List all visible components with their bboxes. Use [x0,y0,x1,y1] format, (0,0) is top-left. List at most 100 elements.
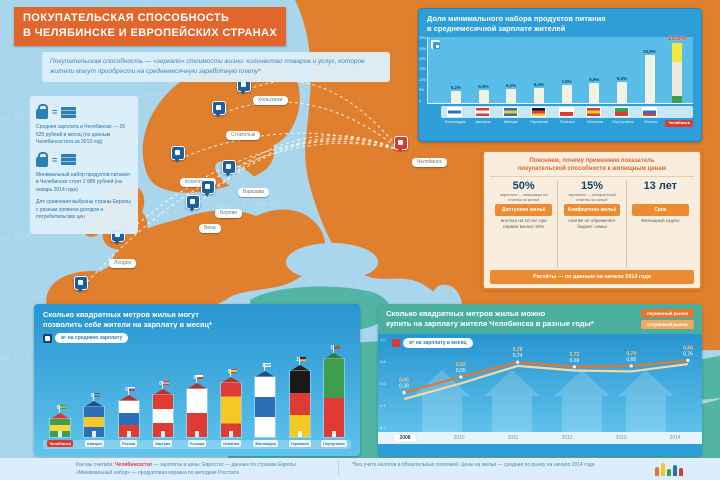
flag-pole-icon [332,345,334,354]
trend-chart-x-axis: 2008 2010 2011 2012 2013 2014 [378,432,702,445]
roof-icon [118,395,139,402]
data-point [686,359,690,363]
house-icon [118,387,139,438]
explainer-number: 15% [580,179,603,192]
country-flag [476,108,490,117]
y-tick-label: 15% [418,67,426,72]
country-name-text: Финляндия [252,440,278,448]
map-pin-city [171,146,185,163]
point-label-secondary: 0,76 [683,352,693,358]
trend-chart-plot: 1,0 0,8 0,6 0,4 0,2 м² на зарплату в месяц 0… [378,334,702,445]
country-name-label: Португалия [612,119,634,125]
door-icon [58,431,63,438]
country-flag [559,108,573,117]
country-name-text: Россия [119,440,138,448]
trend-chart-legend: первичный рынок вторичный рынок [640,309,694,329]
trend-chart-unit-chip: м² на зарплату в месяц [392,338,473,349]
food-chart-flags [441,106,693,119]
explainer-column: 15% зарплаты — комфортный платёж за жильё… [557,179,625,268]
pin-icon [78,280,83,285]
food-bar-slot: 7,9% [553,79,581,104]
methodology-note: Для сравнения выбраны страны Европы с ра… [36,199,131,220]
explainer-badge: Доступное жильё [495,203,552,216]
pin-icon [226,164,231,169]
sources-suffix: — зарплаты и цены; Евростат — данные по … [152,462,296,468]
explainer-footer-bar: Расчёты — по данным на начало 2014 года [490,269,694,284]
map-pin-label: Хельсинки [253,96,288,105]
flag-cell [552,108,580,117]
basket-fact: Минимальный набор продуктов питания в Че… [36,171,130,193]
house-arrow-decoration [414,370,470,445]
flag-pole-icon [298,357,300,366]
bar-value-label: 20,9% [643,49,656,55]
country-name-text: Челябинск [47,440,73,448]
house-body [289,371,310,438]
country-flag [531,108,545,117]
bar [644,55,655,104]
housing-chart-houses: 0,30,50,60,70,80,91,01,11,3 [43,345,351,438]
trend-chart-title: Сколько квадратных метров жилья можно ку… [386,309,594,329]
housing-chart-country-labels: Челябинск Швеция Россия Австрия Польша Испани… [43,440,351,449]
publisher-logo [655,461,683,476]
data-point [629,364,633,368]
salary-fact: Средняя зарплата в Челябинске — 26 620 р… [36,124,125,145]
food-chart-bars: 5,2% 5,9% 6,1% 6,4% 7,9% 8,9% 9,3% 20,9% 25,9% [442,35,691,104]
house-slot: 0,9 [214,369,248,438]
bar [533,88,544,104]
x-tick-label: 2010 [432,435,486,441]
house-body [152,395,173,438]
house-body [50,419,71,438]
flag-pole-icon [93,393,95,402]
year-text: 2013 [615,435,627,442]
housing-sqm-chart: Сколько квадратных метров жилья могут по… [34,304,360,456]
explainer-description: ипотека на 10 лет при первом взносе 30% [500,217,547,229]
food-chart-y-axis: 30% 25% 20% 15% 10% 5% 0 [419,37,427,103]
year-text: 2008 [394,434,416,443]
house-slot: 0,7 [146,381,180,438]
country-flag [642,108,656,117]
house-icon [152,381,173,438]
housing-chart-title: Сколько квадратных метров жилья могут по… [43,310,351,330]
year-text: 2010 [453,435,465,442]
affordability-explainer: Поясняем, почему применяем показатель по… [482,150,702,290]
house-icon [289,357,310,438]
food-bar-slot: 5,2% [442,85,470,104]
data-point [572,365,576,369]
y-tick-label: 0,6 [380,381,386,387]
country-name-text: Швеция [84,440,104,448]
house-icon [255,363,276,438]
food-chart-title-line2: в среднемесячной зарплате жителей [427,24,566,34]
point-label-primary: 0,62 [456,362,466,368]
housing-legend-label: м² на среднюю зарплату [55,333,129,344]
footnote-text: *Без учёта налогов и обязательных платеж… [352,462,595,468]
y-tick-label: 25% [418,46,426,51]
map-pin-label: Варшава [238,188,270,197]
food-chart-title: Доля минимального набора продуктов питан… [427,14,693,34]
mini-flag-icon [196,375,203,380]
bag-icon [36,104,48,119]
mini-flag-icon [162,381,169,386]
country-name-label: Челябинск [43,440,77,448]
trend-line [403,363,689,401]
food-share-chart: Доля минимального набора продуктов питан… [418,8,702,142]
house-slot: 0,8 [180,375,214,438]
food-chart-country-labels: Финляндия Австрия Швеция Германия Польша Испа… [441,119,693,127]
flag-cell [441,108,469,117]
bar-value-label: 9,3% [616,75,627,81]
map-pin-city [222,160,236,177]
legend-entry: вторичный рынок [640,320,694,329]
flight-routes [79,80,401,291]
food-chart-plot: 30% 25% 20% 15% 10% 5% 0 5,2% 5,9% 6,1% 6,4% 7,9% 8… [419,35,693,105]
explainer-description: Жилищный кодекс [640,217,680,223]
country-name-label: Германия [530,119,548,125]
house-body [84,407,105,438]
x-tick-label: 2014 [648,435,702,441]
pin-icon [190,199,195,204]
country-name-label: Испания [214,440,248,448]
flag-cell [580,108,608,117]
pin-icon [175,150,180,155]
house-body [255,377,276,438]
pin-icon [216,105,221,110]
door-icon [194,431,199,438]
point-label-secondary: 0,55 [456,368,466,374]
